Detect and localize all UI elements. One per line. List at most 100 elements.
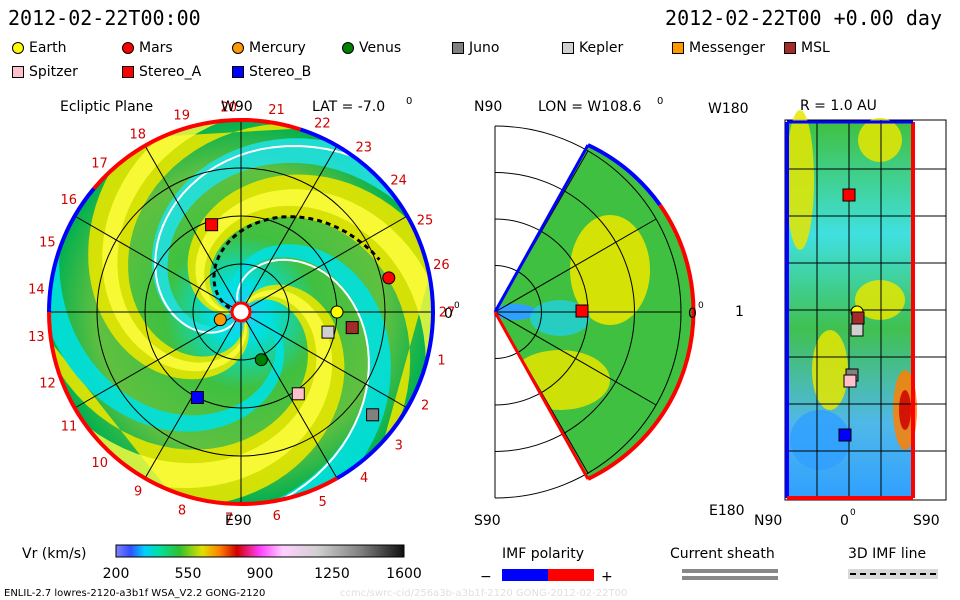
meridional-rim-negative — [587, 143, 662, 207]
imf-line-legend: 3D IMF line — [848, 546, 938, 579]
legend-label-earth: Earth — [29, 40, 67, 56]
current-sheath-title: Current sheath — [670, 546, 775, 562]
legend-label-kepler: Kepler — [579, 40, 624, 56]
legend-swatch-spitzer — [12, 66, 24, 78]
ecliptic-w90: W90 — [221, 99, 253, 115]
legend-swatch-kepler — [562, 42, 574, 54]
ecliptic-title: Ecliptic Plane — [60, 99, 153, 115]
body-venus — [254, 353, 268, 367]
ecliptic-e90: E90 — [225, 513, 252, 529]
radial-map-feature — [858, 118, 902, 162]
spiral-stream — [88, 123, 327, 380]
carrington-label: 25 — [417, 213, 434, 228]
colorbar-tick-label: 1600 — [386, 566, 422, 582]
carrington-label: 12 — [39, 377, 56, 392]
meridional-plane-panel: N90 LON = W108.6 0 S90 0 0 — [474, 96, 704, 529]
legend-swatch-earth — [12, 42, 24, 54]
body-msl — [345, 321, 359, 335]
meridional-fast-stream — [510, 350, 610, 410]
ecliptic-lat-deg: 0 — [406, 96, 412, 107]
legend-label-stereo-b: Stereo_B — [249, 64, 312, 80]
header-time-offset: 2012-02-22T00 +0.00 day — [665, 6, 942, 30]
carrington-label: 19 — [173, 109, 190, 124]
legend-item-spitzer: Spitzer — [12, 64, 78, 80]
carrington-label: 8 — [178, 503, 186, 518]
colorbar-tick-label: 900 — [247, 566, 274, 582]
radial-map-feature — [899, 390, 911, 430]
legend-swatch-msl — [784, 42, 796, 54]
colorbar-label: Vr (km/s) — [22, 546, 86, 562]
carrington-label: 11 — [61, 419, 78, 434]
legend-swatch-juno — [452, 42, 464, 54]
meridional-edge-top — [493, 144, 590, 313]
legend-item-mercury: Mercury — [232, 40, 306, 56]
body-juno — [366, 408, 380, 422]
ecliptic-lat: LAT = -7.0 — [312, 99, 385, 115]
spiral-stream — [227, 244, 391, 504]
spiral-core — [53, 289, 333, 489]
radial-e180: E180 — [709, 503, 745, 519]
imf-polarity-legend: IMF polarity − + — [480, 546, 613, 585]
imf-line-title: 3D IMF line — [848, 546, 926, 562]
legend-item-msl: MSL — [784, 40, 830, 56]
carrington-label: 3 — [395, 438, 403, 453]
imf-polarity-plus: + — [601, 569, 613, 585]
legend-swatch-stereo-b — [232, 66, 244, 78]
carrington-label: 23 — [356, 141, 373, 156]
current-sheath-line — [154, 144, 381, 334]
meridional-stereo-a-marker — [575, 304, 589, 318]
meridional-zero: 0 — [688, 306, 697, 322]
legend-item-stereo-b: Stereo_B — [232, 64, 311, 80]
radial-w180: W180 — [708, 101, 749, 117]
imf-polarity-positive-swatch — [548, 569, 594, 581]
ecliptic-bodies — [190, 218, 396, 422]
current-sheath-line-1 — [682, 569, 778, 573]
radial-bodies — [838, 188, 865, 442]
radial-body-msl — [851, 311, 865, 325]
carrington-label: 1 — [437, 354, 445, 369]
carrington-label: 22 — [314, 117, 331, 132]
carrington-label: 13 — [28, 330, 45, 345]
legend-label-spitzer: Spitzer — [29, 64, 78, 80]
ecliptic-rim-positive-polarity — [47, 118, 338, 506]
carrington-label: 5 — [318, 495, 326, 510]
radial-one: 1 — [735, 304, 744, 320]
imf-polarity-negative-swatch — [502, 569, 548, 581]
current-sheath-line — [236, 258, 370, 504]
legend-item-earth: Earth — [12, 40, 67, 56]
body-spitzer — [291, 387, 305, 401]
radial-map-feature — [812, 330, 848, 410]
carrington-label: 7 — [225, 512, 233, 527]
legend-item-juno: Juno — [452, 40, 499, 56]
carrington-label: 24 — [390, 173, 407, 188]
carrington-label: 14 — [28, 282, 45, 297]
spiral-stream — [151, 138, 432, 333]
radial-body-stereo-b — [838, 428, 852, 442]
carrington-label: 26 — [433, 258, 450, 273]
legend-label-juno: Juno — [469, 40, 500, 56]
footer-watermark: ccmc/swrc-cid/256a3b-a3b1f-2120 GONG-201… — [340, 588, 627, 599]
carrington-label: 4 — [360, 471, 368, 486]
vr-colorbar: Vr (km/s) 200 550 900 1250 1600 — [22, 544, 422, 582]
footer-run-info: ENLIL-2.7 lowres-2120-a3b1f WSA_V2.2 GON… — [4, 588, 265, 599]
carrington-label: 6 — [273, 509, 281, 524]
legend-item-messenger: Messenger — [672, 40, 765, 56]
carrington-label: 9 — [134, 485, 142, 500]
legend-label-mercury: Mercury — [249, 40, 306, 56]
radial-zero: 0 — [840, 513, 849, 529]
current-sheath-line-2 — [682, 576, 778, 580]
imf-line-path — [212, 215, 381, 310]
meridional-spoke — [494, 311, 657, 406]
colorbar-ticks: 200 550 900 1250 1600 — [103, 566, 422, 582]
current-sheath-legend: Current sheath — [670, 546, 778, 580]
carrington-label: 21 — [268, 103, 285, 118]
legend-swatch-venus — [342, 42, 354, 54]
body-stereo-a — [205, 218, 219, 232]
radial-s90: S90 — [913, 513, 940, 529]
meridional-s90: S90 — [474, 513, 501, 529]
meridional-rim-positive — [587, 203, 696, 481]
radial-body-stereo-a — [842, 188, 856, 202]
